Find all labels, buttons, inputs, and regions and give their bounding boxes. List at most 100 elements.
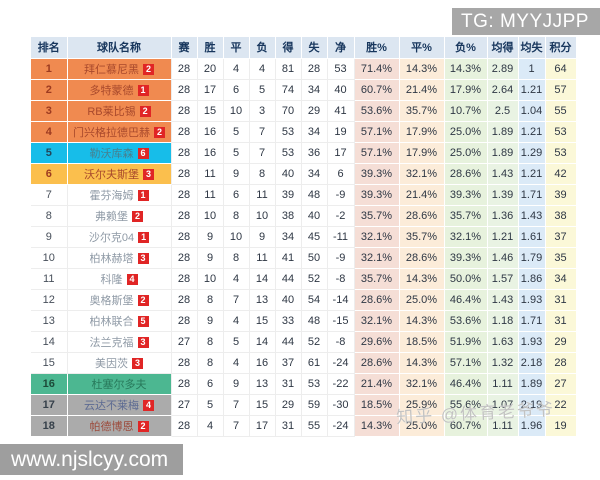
team-name-link[interactable]: 杜塞尔多夫 bbox=[91, 378, 147, 391]
team-name-link[interactable]: 拜仁慕尼黑 bbox=[84, 63, 139, 76]
stat-cell-得: 53 bbox=[275, 121, 302, 143]
stat-cell-胜%: 18.5% bbox=[354, 394, 400, 416]
stat-cell-赛: 28 bbox=[171, 121, 198, 143]
stat-cell-得: 31 bbox=[275, 415, 302, 437]
team-name-link[interactable]: 霍芬海姆 bbox=[89, 189, 134, 202]
streak-badge: 5 bbox=[137, 315, 149, 327]
team-name-link[interactable]: 帕德博恩 bbox=[89, 420, 134, 433]
team-name-link[interactable]: 门兴格拉德巴赫 bbox=[73, 126, 150, 139]
stat-cell-负: 3 bbox=[249, 100, 276, 122]
stat-cell-平%: 14.3% bbox=[399, 268, 445, 290]
team-cell[interactable]: 帕德博恩 2 bbox=[67, 415, 172, 437]
team-name-link[interactable]: 勒沃库森 bbox=[89, 147, 134, 160]
stat-cell-平%: 35.7% bbox=[399, 100, 445, 122]
stat-cell-赛: 28 bbox=[171, 163, 198, 185]
stat-cell-平: 10 bbox=[223, 100, 250, 122]
stat-cell-均失: 1.71 bbox=[518, 184, 546, 206]
team-cell[interactable]: 沃尔夫斯堡 3 bbox=[67, 163, 172, 185]
stat-cell-平%: 25.9% bbox=[399, 394, 445, 416]
team-cell[interactable]: 法兰克福 3 bbox=[67, 331, 172, 353]
team-cell[interactable]: 柏林赫塔 3 bbox=[67, 247, 172, 269]
team-cell[interactable]: RB莱比锡 2 bbox=[67, 100, 172, 122]
stat-cell-平: 9 bbox=[223, 163, 250, 185]
stat-cell-积分: 29 bbox=[545, 331, 577, 353]
stat-cell-积分: 38 bbox=[545, 205, 577, 227]
table-row: 1 拜仁慕尼黑 2 28 20 4 4 81 28 53 71.4% 14.3% 14.3% 2.89 1 6… bbox=[31, 58, 577, 80]
team-cell[interactable]: 杜塞尔多夫 bbox=[67, 373, 172, 395]
stat-cell-净: 40 bbox=[327, 79, 355, 101]
stat-cell-负%: 55.6% bbox=[444, 394, 488, 416]
stat-cell-胜: 16 bbox=[197, 142, 224, 164]
stat-cell-净: -15 bbox=[327, 310, 355, 332]
stat-cell-平%: 14.3% bbox=[399, 310, 445, 332]
team-name-link[interactable]: 云达不莱梅 bbox=[84, 399, 139, 412]
stat-cell-平%: 18.5% bbox=[399, 331, 445, 353]
team-name-link[interactable]: 美因茨 bbox=[95, 357, 128, 370]
streak-badge: 4 bbox=[126, 273, 138, 285]
stat-cell-平: 10 bbox=[223, 226, 250, 248]
rank-cell: 14 bbox=[31, 331, 68, 353]
stat-cell-胜%: 28.6% bbox=[354, 289, 400, 311]
team-name-link[interactable]: 柏林联合 bbox=[89, 315, 134, 328]
stat-cell-赛: 28 bbox=[171, 310, 198, 332]
stat-cell-胜%: 35.7% bbox=[354, 268, 400, 290]
streak-badge: 2 bbox=[143, 63, 154, 75]
stat-cell-失: 50 bbox=[301, 247, 328, 269]
table-row: 11 科隆 4 28 10 4 14 44 52 -8 35.7% 14.3% 50.0% 1.57 1.8… bbox=[31, 268, 577, 290]
column-header-4: 平 bbox=[223, 37, 250, 59]
stat-cell-胜: 17 bbox=[197, 79, 224, 101]
stat-cell-失: 45 bbox=[301, 226, 328, 248]
stat-cell-负: 9 bbox=[249, 226, 276, 248]
stat-cell-积分: 22 bbox=[545, 394, 577, 416]
stat-cell-胜%: 71.4% bbox=[354, 58, 400, 80]
stat-cell-净: -30 bbox=[327, 394, 355, 416]
stat-cell-均得: 1.89 bbox=[487, 142, 519, 164]
team-name-link[interactable]: RB莱比锡 bbox=[87, 105, 136, 118]
team-cell[interactable]: 霍芬海姆 1 bbox=[67, 184, 172, 206]
stat-cell-失: 61 bbox=[301, 352, 328, 374]
team-cell[interactable]: 云达不莱梅 4 bbox=[67, 394, 172, 416]
stat-cell-得: 40 bbox=[275, 163, 302, 185]
team-name-link[interactable]: 科隆 bbox=[100, 273, 123, 286]
stat-cell-积分: 39 bbox=[545, 184, 577, 206]
stat-cell-得: 34 bbox=[275, 226, 302, 248]
team-cell[interactable]: 科隆 4 bbox=[67, 268, 172, 290]
column-header-13: 均失 bbox=[518, 37, 546, 59]
stat-cell-得: 74 bbox=[275, 79, 302, 101]
team-name-link[interactable]: 奥格斯堡 bbox=[89, 294, 134, 307]
team-name-link[interactable]: 法兰克福 bbox=[89, 336, 134, 349]
team-name-link[interactable]: 柏林赫塔 bbox=[89, 252, 134, 265]
stat-cell-积分: 31 bbox=[545, 310, 577, 332]
team-name-link[interactable]: 沃尔夫斯堡 bbox=[84, 168, 139, 181]
table-row: 2 多特蒙德 1 28 17 6 5 74 34 40 60.7% 21.4% 17.9% 2.64 1.2… bbox=[31, 79, 577, 101]
stat-cell-胜: 20 bbox=[197, 58, 224, 80]
team-name-link[interactable]: 多特蒙德 bbox=[89, 84, 134, 97]
team-cell[interactable]: 弗赖堡 2 bbox=[67, 205, 172, 227]
column-header-7: 失 bbox=[301, 37, 328, 59]
stat-cell-积分: 19 bbox=[545, 415, 577, 437]
stat-cell-失: 34 bbox=[301, 163, 328, 185]
stat-cell-胜%: 32.1% bbox=[354, 226, 400, 248]
stat-cell-均得: 2.5 bbox=[487, 100, 519, 122]
stat-cell-净: -11 bbox=[327, 226, 355, 248]
stat-cell-平%: 25.0% bbox=[399, 415, 445, 437]
column-header-14: 积分 bbox=[545, 37, 577, 59]
table-row: 9 沙尔克04 1 28 9 10 9 34 45 -11 32.1% 35.7% 32.1% 1.21 1… bbox=[31, 226, 577, 248]
column-header-5: 负 bbox=[249, 37, 276, 59]
team-cell[interactable]: 拜仁慕尼黑 2 bbox=[67, 58, 172, 80]
streak-badge: 2 bbox=[137, 294, 149, 306]
column-header-11: 负% bbox=[444, 37, 488, 59]
team-cell[interactable]: 美因茨 3 bbox=[67, 352, 172, 374]
stat-cell-失: 54 bbox=[301, 289, 328, 311]
team-cell[interactable]: 柏林联合 5 bbox=[67, 310, 172, 332]
team-cell[interactable]: 门兴格拉德巴赫 2 bbox=[67, 121, 172, 143]
team-cell[interactable]: 奥格斯堡 2 bbox=[67, 289, 172, 311]
team-name-link[interactable]: 弗赖堡 bbox=[95, 210, 128, 223]
stat-cell-胜: 16 bbox=[197, 121, 224, 143]
team-cell[interactable]: 沙尔克04 1 bbox=[67, 226, 172, 248]
table-header: 排名 球队名称赛胜平负得失净胜% 平% 负% 均得 均失 积分 bbox=[31, 37, 577, 59]
team-cell[interactable]: 勒沃库森 6 bbox=[67, 142, 172, 164]
stat-cell-得: 31 bbox=[275, 373, 302, 395]
team-cell[interactable]: 多特蒙德 1 bbox=[67, 79, 172, 101]
team-name-link[interactable]: 沙尔克04 bbox=[88, 231, 135, 244]
